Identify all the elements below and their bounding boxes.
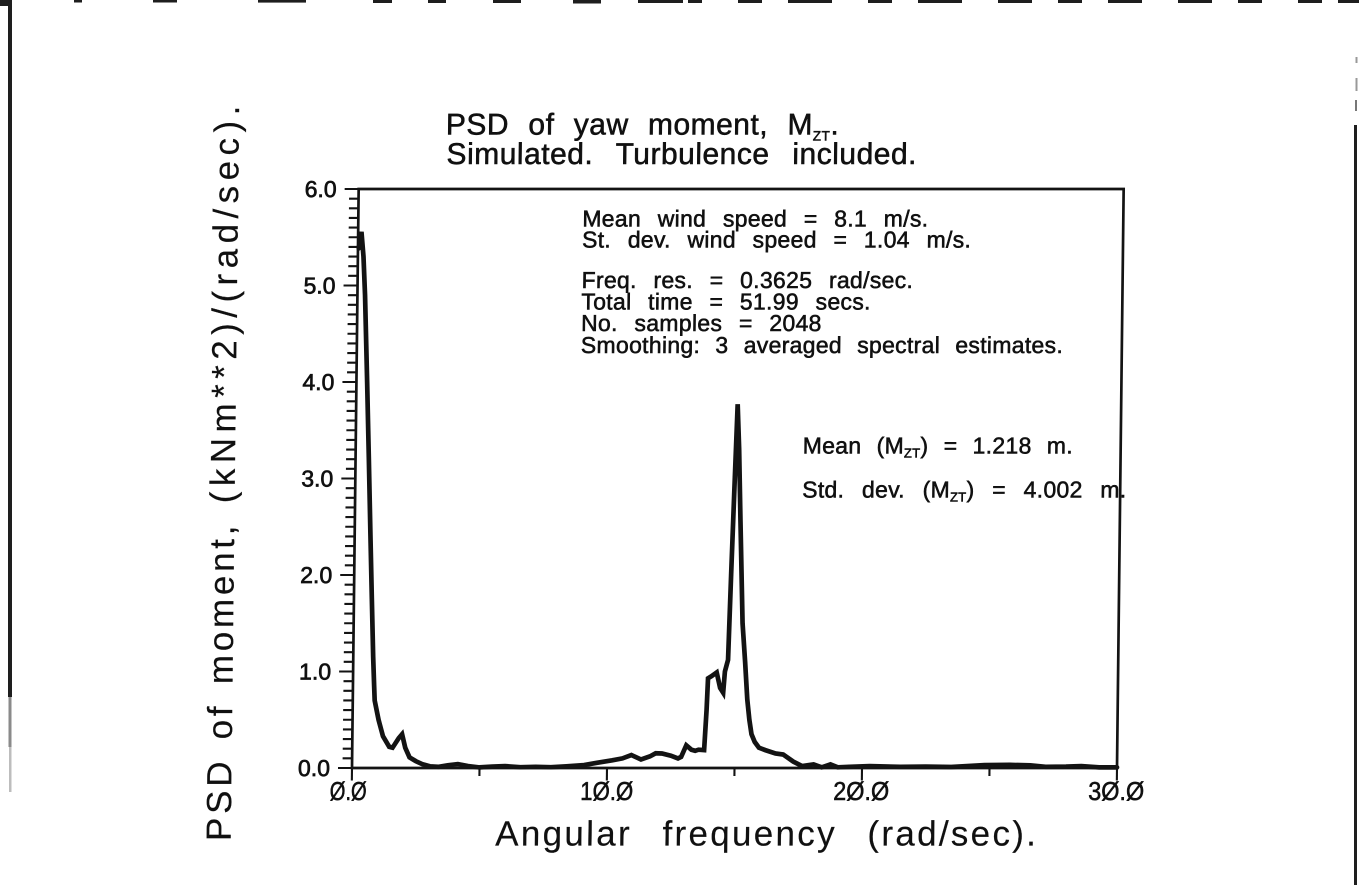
- svg-text:Mean wind speed = 8.1 m/s.: Mean wind speed = 8.1 m/s.: [582, 205, 928, 231]
- svg-text:2Ø.Ø: 2Ø.Ø: [833, 776, 889, 806]
- svg-text:2.0: 2.0: [300, 562, 332, 588]
- svg-text:St. dev. wind speed = 1.04 m/s: St. dev. wind speed = 1.04 m/s.: [582, 227, 971, 253]
- svg-text:PSD of yaw moment, MZT.: PSD of yaw moment, MZT.: [446, 109, 840, 144]
- svg-text:1Ø.Ø: 1Ø.Ø: [580, 776, 633, 806]
- svg-text:Total time = 51.99 secs.: Total time = 51.99 secs.: [581, 289, 871, 315]
- svg-text:PSD of moment, (kNm**2)/(rad/s: PSD of moment, (kNm**2)/(rad/sec).: [200, 100, 248, 841]
- svg-text:Smoothing: 3 averaged spectral: Smoothing: 3 averaged spectral estimates…: [581, 332, 1064, 358]
- svg-text:Mean (MZT) = 1.218 m.: Mean (MZT) = 1.218 m.: [803, 433, 1074, 461]
- svg-text:3Ø.Ø: 3Ø.Ø: [1088, 776, 1144, 806]
- svg-text:3.0: 3.0: [301, 466, 333, 492]
- svg-text:5.0: 5.0: [303, 273, 335, 299]
- svg-text:Freq. res. = 0.3625 rad/sec.: Freq. res. = 0.3625 rad/sec.: [581, 267, 913, 293]
- svg-text:0.0: 0.0: [298, 755, 330, 781]
- svg-text:Std. dev. (MZT) = 4.002 m.: Std. dev. (MZT) = 4.002 m.: [802, 476, 1127, 504]
- svg-text:Ø.Ø: Ø.Ø: [330, 776, 367, 806]
- svg-text:Angular frequency (rad/sec).: Angular frequency (rad/sec).: [495, 815, 1038, 854]
- svg-text:No. samples = 2048: No. samples = 2048: [581, 310, 822, 336]
- svg-text:1.0: 1.0: [299, 659, 331, 685]
- svg-text:Simulated. Turbulence included: Simulated. Turbulence included.: [446, 138, 917, 171]
- svg-text:6.0: 6.0: [305, 176, 337, 202]
- svg-text:4.0: 4.0: [302, 369, 334, 395]
